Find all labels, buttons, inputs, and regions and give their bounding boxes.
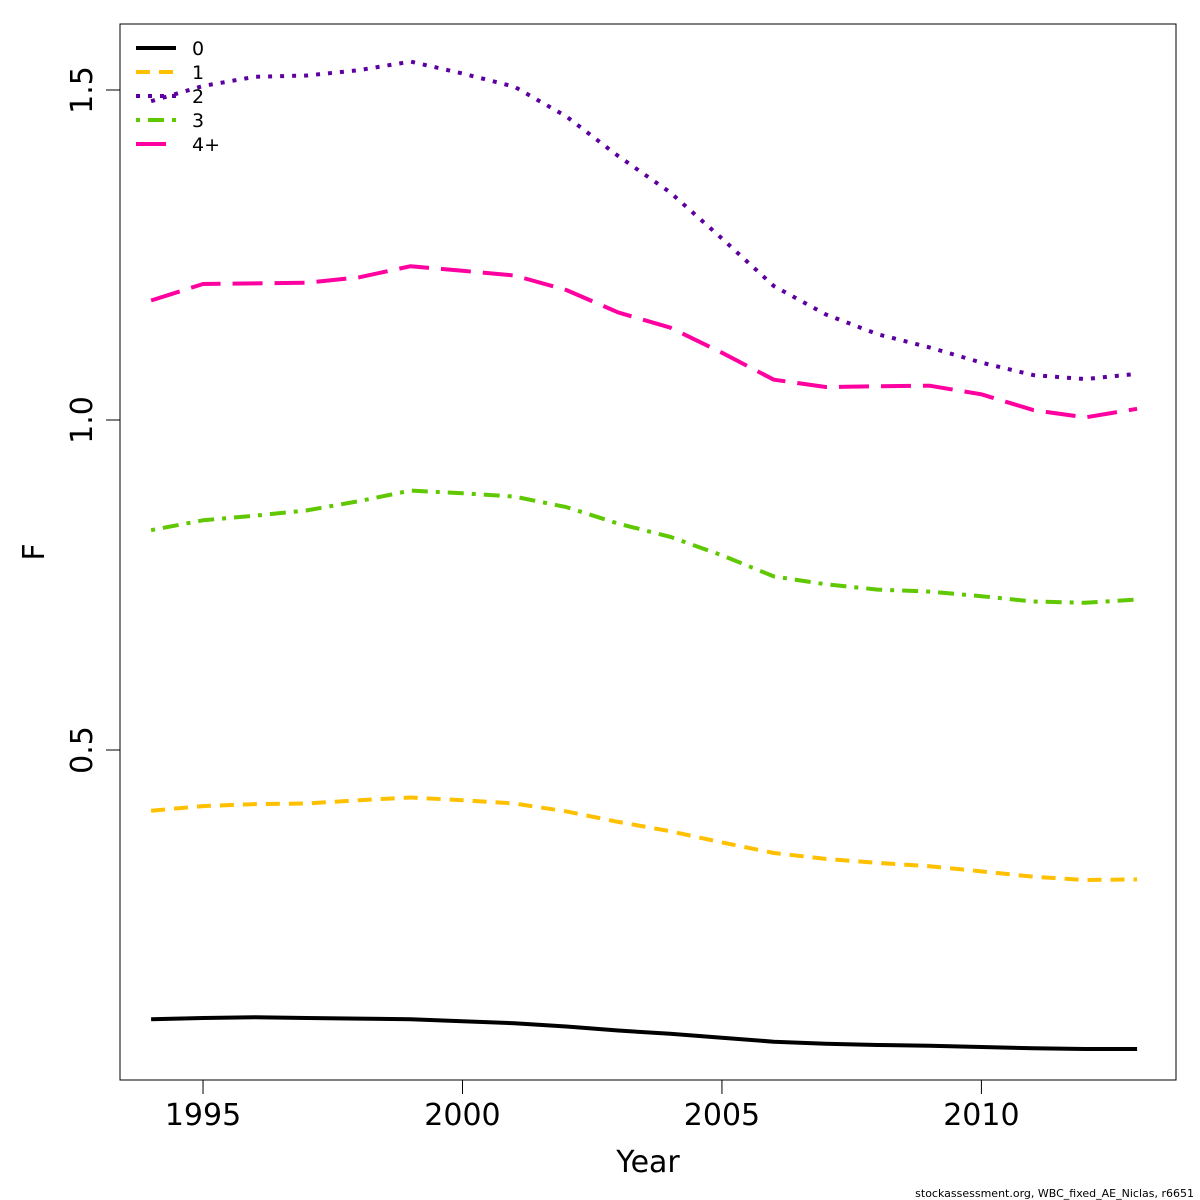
series-layer [150,59,1138,1051]
legend-label-4: 4+ [192,134,220,156]
x-tick-label: 2005 [684,1098,760,1133]
legend-label-0: 0 [192,38,204,60]
legend-label-1: 1 [192,62,204,84]
footer-credit: stockassessment.org, WBC_fixed_AE_Niclas… [915,1187,1194,1200]
x-axis: 1995 2000 2005 2010 [165,1079,1020,1133]
series-line-4 [150,264,1138,420]
series-line-0 [151,1015,1138,1051]
series-line-1 [150,795,1138,882]
y-axis: 0.5 1.0 1.5 [65,66,120,774]
x-tick-label: 1995 [165,1098,241,1133]
y-tick-label: 1.0 [65,396,100,444]
x-tick-label: 2000 [424,1098,500,1133]
y-axis-title: F [17,543,52,560]
legend-label-2: 2 [192,86,204,108]
y-tick-label: 0.5 [65,726,100,774]
y-tick-label: 1.5 [65,66,100,114]
series-line-3 [150,488,1138,605]
x-axis-title: Year [615,1145,680,1180]
x-tick-label: 2010 [943,1098,1019,1133]
legend-label-3: 3 [192,110,204,132]
